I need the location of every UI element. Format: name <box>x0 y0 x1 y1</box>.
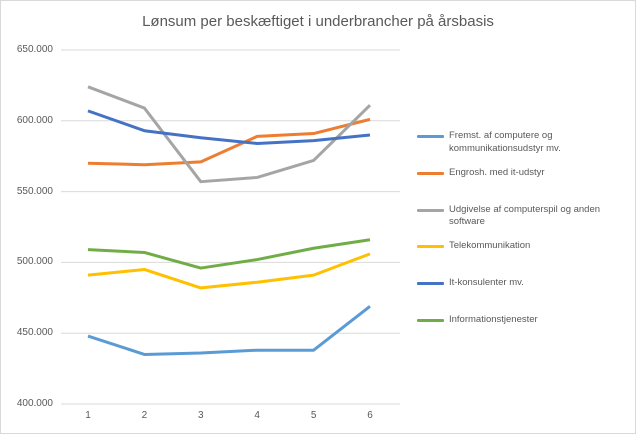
x-axis-tick-label: 5 <box>310 410 317 421</box>
x-axis-tick-label: 4 <box>254 410 260 421</box>
legend-label: Informationstjenester <box>449 314 538 325</box>
legend-label: Udgivelse af computerspil og anden softw… <box>449 203 601 228</box>
series-line-2 <box>87 117 371 167</box>
chart-title: Lønsum per beskæftiget i underbrancher p… <box>142 13 494 30</box>
legend-label: Telekommunikation <box>449 240 531 252</box>
legend-label: Engrosh. med it-udstyr <box>449 166 545 178</box>
x-axis-tick-label: 1 <box>85 410 91 421</box>
x-axis-tick-label: 6 <box>367 410 373 421</box>
legend-item: Informationstjenester <box>417 314 538 327</box>
series-line-6 <box>87 238 371 270</box>
legend-item: Telekommunikation <box>417 240 530 253</box>
legend-line-swatch <box>417 208 444 212</box>
legend: Fremst. af computere og kommunikationsud… <box>417 1 631 433</box>
x-axis-tick-label: 3 <box>198 410 204 421</box>
legend-line-swatch <box>417 319 444 322</box>
legend-line-swatch <box>417 282 444 286</box>
series-line-5 <box>87 109 371 145</box>
legend-line-swatch <box>417 245 444 249</box>
legend-item: It-konsulenter mv. <box>417 277 524 290</box>
y-axis-tick-label: 450.000 <box>16 327 53 339</box>
legend-line-swatch <box>417 135 444 138</box>
y-axis-tick-label: 500.000 <box>16 256 53 268</box>
series-line-1 <box>87 305 371 356</box>
legend-item: Engrosh. med it-udstyr <box>417 167 545 180</box>
legend-label: Fremst. af computere og kommunikationsud… <box>449 130 561 154</box>
y-axis-tick-label: 600.000 <box>16 114 53 126</box>
series-line-3 <box>87 85 372 184</box>
y-axis-tick-label: 400.000 <box>16 398 53 409</box>
x-axis-tick-label: 2 <box>141 410 148 421</box>
legend-line-swatch <box>417 171 444 175</box>
legend-item: Udgivelse af computerspil og anden softw… <box>417 204 621 229</box>
legend-item: Fremst. af computere og kommunikationsud… <box>417 130 621 155</box>
y-axis-tick-label: 550.000 <box>16 185 53 197</box>
legend-label: It-konsulenter mv. <box>449 277 524 289</box>
y-axis-tick-label: 650.000 <box>16 44 53 55</box>
series-line-4 <box>87 252 371 290</box>
